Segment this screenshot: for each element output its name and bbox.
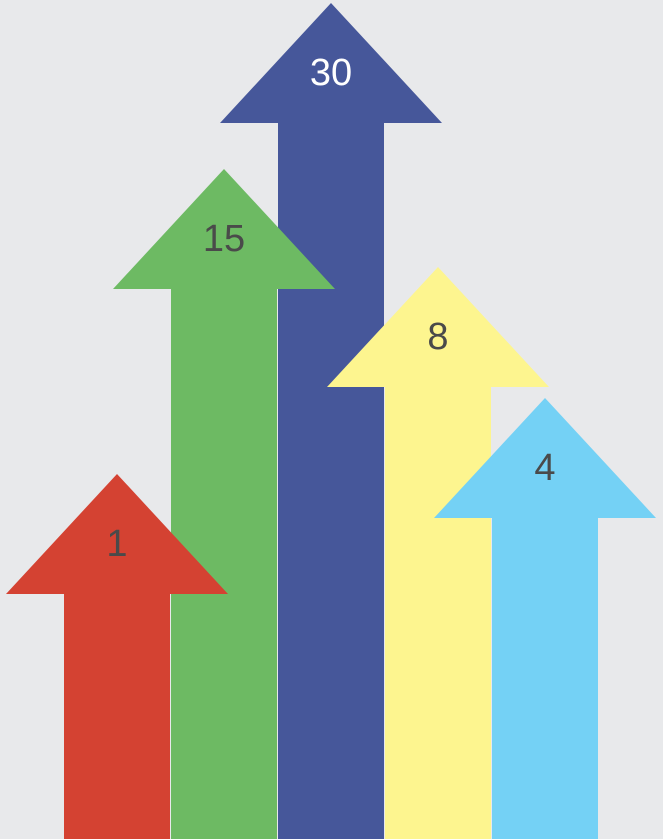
- arrow-bar-3: [220, 3, 442, 839]
- arrow-group: 30 15 1 8 4: [6, 3, 656, 839]
- arrow-bar-2: [113, 169, 335, 839]
- arrow-value-label-2: 15: [203, 218, 245, 260]
- arrow-value-label-3: 30: [310, 52, 352, 94]
- arrow-bar-1: [6, 474, 228, 839]
- arrow-value-label-1: 1: [106, 523, 127, 565]
- arrow-value-label-4: 8: [427, 316, 448, 358]
- arrow-bar-4: [327, 267, 549, 839]
- arrow-value-label-5: 4: [534, 447, 555, 489]
- arrow-bar-5: [434, 398, 656, 839]
